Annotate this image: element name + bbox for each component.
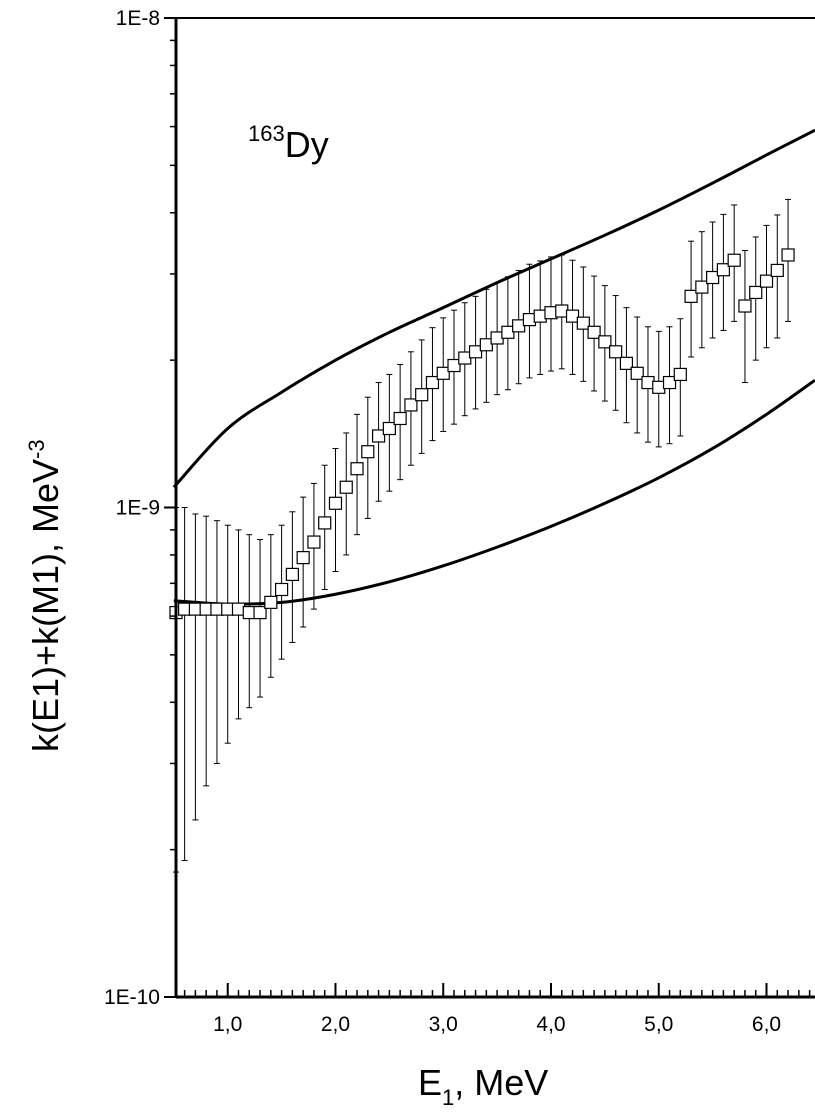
- data-point: [415, 388, 429, 402]
- data-point: [339, 480, 353, 494]
- nuclide-symbol: Dy: [285, 124, 329, 165]
- data-point: [727, 253, 741, 267]
- x-axis-title-main: E: [418, 1062, 442, 1103]
- upper-model-curve: [172, 128, 815, 489]
- nuclide-mass-number: 163: [248, 121, 285, 146]
- data-point: [630, 366, 644, 380]
- data-point: [447, 358, 461, 373]
- data-point: [706, 270, 720, 285]
- lower-model-curve: [173, 378, 815, 606]
- y-axis-title-superscript: -3: [24, 439, 49, 459]
- data-point: [264, 595, 278, 609]
- data-point: [479, 338, 493, 352]
- data-point: [576, 316, 590, 330]
- data-point: [565, 309, 580, 323]
- data-point: [328, 496, 343, 510]
- y-tick-label: 1E-9: [116, 497, 160, 520]
- data-point: [770, 263, 784, 278]
- data-point: [587, 325, 601, 339]
- y-tick-label: 1E-8: [116, 7, 160, 30]
- y-tick-label: 1E-10: [104, 986, 160, 1009]
- data-point: [619, 356, 634, 370]
- data-point: [393, 411, 407, 426]
- x-axis-title-subscript: 1: [442, 1085, 454, 1110]
- data-point: [382, 421, 396, 436]
- data-point: [468, 345, 483, 359]
- nuclide-annotation: 163Dy: [248, 121, 329, 165]
- data-point: [404, 398, 418, 412]
- x-tick-label: 4,0: [536, 1013, 565, 1036]
- data-point: [253, 605, 267, 620]
- data-point: [425, 375, 440, 390]
- data-point: [609, 345, 623, 359]
- data-point: [749, 285, 763, 300]
- data-point: [598, 335, 612, 349]
- x-tick-label: 3,0: [429, 1013, 458, 1036]
- data-point: [371, 429, 386, 443]
- data-point: [285, 567, 299, 582]
- data-point: [361, 445, 375, 459]
- data-point: [318, 516, 332, 530]
- axes: [164, 17, 815, 999]
- x-tick-label: 5,0: [644, 1013, 673, 1036]
- data-point: [662, 375, 677, 390]
- data-markers: [169, 248, 795, 620]
- data-point: [716, 263, 731, 277]
- x-tick-label: 6,0: [752, 1013, 781, 1036]
- x-axis-title: E1, MeV: [418, 1062, 548, 1110]
- data-point: [673, 367, 687, 382]
- data-point: [275, 582, 289, 597]
- tick-labels: 1E-10 1E-9 1E-8 1,0 2,0 3,0 4,0 5,0 6,0: [104, 7, 781, 1036]
- data-point: [307, 535, 321, 549]
- x-axis-title-unit: , MeV: [454, 1062, 548, 1103]
- x-tick-label: 2,0: [321, 1013, 350, 1036]
- model-curves: [172, 128, 815, 606]
- data-point: [738, 299, 752, 313]
- x-tick-label: 1,0: [213, 1013, 242, 1036]
- error-bars: [173, 198, 792, 873]
- data-point: [296, 551, 310, 565]
- data-point: [695, 280, 709, 294]
- data-point: [350, 462, 364, 476]
- data-point: [436, 366, 450, 380]
- data-point: [684, 289, 698, 303]
- data-point: [759, 274, 774, 288]
- y-axis-title: k(E1)+k(M1), MeV-3: [24, 439, 66, 752]
- data-point: [781, 248, 795, 262]
- y-axis-title-main: k(E1)+k(M1), MeV: [25, 459, 66, 752]
